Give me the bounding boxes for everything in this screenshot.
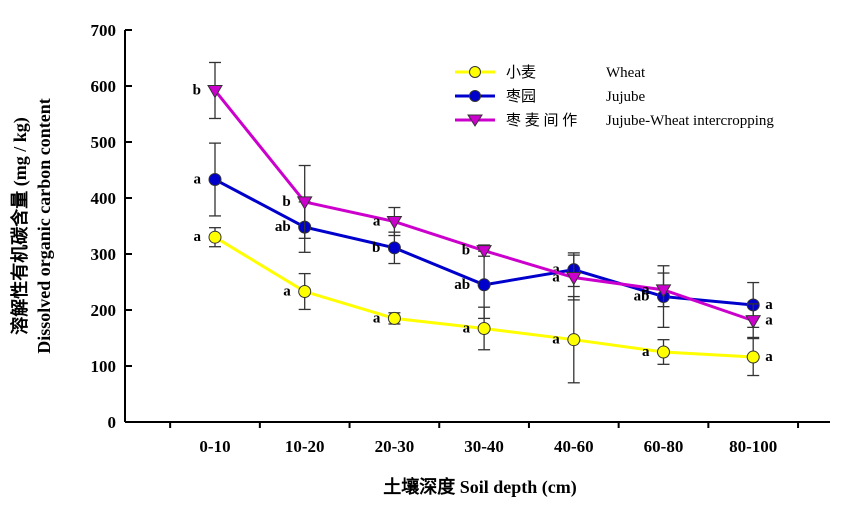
significance-label: b [282, 194, 290, 210]
significance-label: a [283, 284, 291, 300]
significance-label: b [462, 243, 470, 259]
x-tick-label: 30-40 [464, 437, 504, 456]
legend-marker [470, 91, 481, 102]
y-tick-label: 700 [91, 21, 117, 40]
significance-label: a [194, 172, 202, 188]
chart: 0 100 200 300 400 500 600 700 0-10 10-20 20-30 30-… [0, 0, 850, 506]
significance-label: b [193, 82, 201, 98]
significance-label: a [373, 310, 381, 326]
x-tick-label: 40-60 [554, 437, 594, 456]
data-point [299, 286, 311, 298]
significance-label: a [642, 344, 650, 360]
legend-label-cn: 枣园 [506, 88, 536, 105]
data-point [388, 312, 400, 324]
data-point [388, 242, 400, 254]
x-tick-label: 10-20 [285, 437, 325, 456]
significance-label: a [642, 282, 650, 298]
x-tick-label: 80-100 [729, 437, 777, 456]
data-point [746, 316, 760, 328]
data-point [209, 231, 221, 243]
y-tick-label: 0 [108, 413, 117, 432]
y-tick-label: 600 [91, 77, 117, 96]
significance-label: a [463, 320, 471, 336]
significance-label: b [372, 240, 380, 256]
data-point [568, 334, 580, 346]
legend-label-en: Wheat [606, 65, 646, 81]
significance-label: a [552, 332, 560, 348]
data-point [209, 174, 221, 186]
y-axis-title-en: Dissolved organic carbon content [34, 98, 54, 354]
y-tick-label: 100 [91, 357, 117, 376]
significance-label: a [765, 349, 773, 365]
significance-label: a [373, 214, 381, 230]
significance-label: a [765, 297, 773, 313]
x-axis-title: 土壤深度 Soil depth (cm) [383, 476, 577, 498]
legend-item: 小麦 Wheat [455, 64, 646, 81]
y-axis-title-cn: 溶解性有机碳含量 (mg / kg) [9, 117, 31, 335]
y-tick-label: 200 [91, 301, 117, 320]
x-tick-label: 0-10 [199, 437, 230, 456]
significance-label: ab [275, 219, 291, 235]
x-tick-label: 60-80 [644, 437, 684, 456]
data-point [747, 351, 759, 363]
significance-label: ab [454, 277, 470, 293]
significance-label: a [765, 313, 773, 329]
legend-label-en: Jujube-Wheat intercropping [606, 113, 774, 129]
y-tick-label: 500 [91, 133, 117, 152]
legend-label-en: Jujube [606, 89, 646, 105]
x-ticks: 0-10 10-20 20-30 30-40 40-60 60-80 80-100 [170, 422, 798, 456]
legend-label-cn: 枣 麦 间 作 [506, 112, 577, 129]
x-tick-label: 20-30 [375, 437, 415, 456]
y-tick-label: 400 [91, 189, 117, 208]
data-point [478, 279, 490, 291]
significance-label: a [194, 229, 202, 245]
y-tick-label: 300 [91, 245, 117, 264]
legend-item: 枣 麦 间 作 Jujube-Wheat intercropping [455, 112, 774, 129]
legend-item: 枣园 Jujube [455, 88, 646, 105]
axes [125, 30, 830, 422]
significance-label: a [552, 270, 560, 286]
legend-marker [470, 67, 481, 78]
data-point [478, 322, 490, 334]
legend-label-cn: 小麦 [506, 64, 536, 81]
data-point [658, 346, 670, 358]
legend: 小麦 Wheat 枣园 Jujube 枣 麦 间 作 Jujube-Wheat inter… [455, 64, 774, 129]
